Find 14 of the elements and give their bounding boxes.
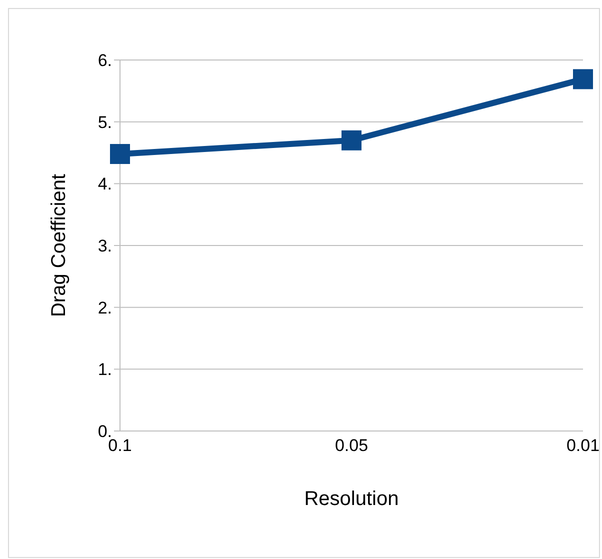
y-axis-title: Drag Coefficient (48, 174, 70, 318)
x-axis-title: Resolution (304, 488, 399, 510)
y-tick-label: 4. (98, 174, 112, 194)
x-tick-label: 0.1 (108, 436, 132, 456)
y-tick-label: 1. (98, 360, 112, 380)
y-tick-label: 2. (98, 298, 112, 318)
y-tick-label: 3. (98, 236, 112, 256)
x-tick-label: 0.01 (566, 436, 600, 456)
point (110, 144, 130, 164)
point (573, 69, 593, 90)
x-tick-label: 0.05 (334, 436, 368, 456)
y-tick-label: 5. (98, 112, 112, 132)
y-tick-label: 6. (98, 51, 112, 70)
point (342, 130, 362, 150)
